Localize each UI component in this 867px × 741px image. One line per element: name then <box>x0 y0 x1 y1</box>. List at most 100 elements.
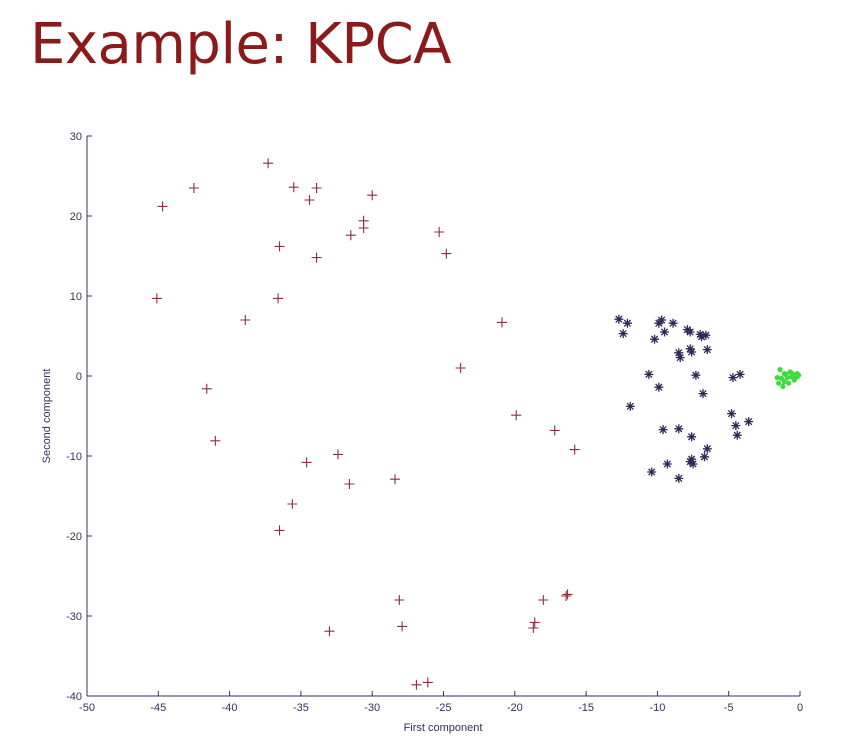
star-point <box>735 369 745 379</box>
x-tick-label: -45 <box>150 702 166 714</box>
star-point <box>662 459 672 469</box>
dot-point <box>785 380 792 386</box>
star-point <box>728 373 738 383</box>
x-tick-label: -10 <box>649 702 665 714</box>
dot-point <box>776 380 782 386</box>
plus-point <box>358 223 369 233</box>
star-point <box>647 467 657 477</box>
star-point <box>702 345 712 355</box>
star-point <box>650 334 660 344</box>
y-tick-label: 20 <box>70 211 82 223</box>
star-point <box>622 318 632 328</box>
star-point <box>675 353 685 363</box>
star-point <box>698 389 708 399</box>
star-point <box>685 327 695 337</box>
y-axis-ticks: -40 -30 -20 -10 0 10 20 30 <box>66 131 92 703</box>
star-point <box>701 330 711 340</box>
plus-point <box>188 183 199 193</box>
star-point <box>658 425 668 435</box>
star-point <box>668 318 678 328</box>
dot-point <box>777 367 783 373</box>
plus-point <box>311 252 322 263</box>
star-point <box>654 382 664 392</box>
plus-point <box>201 383 212 394</box>
plus-point <box>441 248 452 259</box>
star-point <box>657 315 667 325</box>
plus-point <box>287 499 298 509</box>
plus-point <box>240 315 251 325</box>
plus-point <box>344 479 355 489</box>
star-point <box>618 329 628 339</box>
star-point <box>702 444 712 454</box>
y-tick-label: 30 <box>70 131 82 143</box>
x-tick-label: -50 <box>79 702 95 714</box>
plus-point <box>390 474 401 485</box>
x-tick-label: -5 <box>724 702 734 714</box>
x-tick-label: -15 <box>578 702 594 714</box>
y-tick-label: 0 <box>76 371 82 383</box>
plus-point <box>332 449 343 460</box>
plus-point <box>561 591 572 601</box>
dot-point <box>783 371 789 377</box>
plot-area-frame <box>87 136 800 696</box>
plus-point <box>528 623 539 633</box>
plus-point <box>274 241 285 252</box>
star-point <box>674 348 684 358</box>
x-tick-label: -30 <box>364 702 380 714</box>
plus-point <box>394 595 405 605</box>
plus-point <box>288 182 299 193</box>
plus-point <box>562 589 573 600</box>
y-tick-label: -30 <box>66 611 82 623</box>
x-tick-label: -20 <box>507 702 523 714</box>
star-point <box>744 417 754 427</box>
plus-point <box>304 195 315 205</box>
star-point <box>674 473 684 483</box>
plus-point <box>301 457 312 468</box>
star-point <box>614 314 624 324</box>
y-tick-label: 10 <box>70 291 82 303</box>
dot-point <box>794 371 800 377</box>
plus-point <box>397 621 408 632</box>
star-point <box>695 329 705 339</box>
plus-point <box>157 201 168 212</box>
plus-point <box>511 410 522 421</box>
plus-point <box>345 230 356 241</box>
star-point <box>674 424 684 434</box>
data-points <box>151 158 802 690</box>
plus-point <box>151 293 162 304</box>
x-tick-label: -40 <box>222 702 238 714</box>
slide-title: Example: KPCA <box>30 12 452 77</box>
x-axis-ticks: -50 -45 -40 -35 -30 -25 -20 -15 -10 -5 0 <box>79 691 803 714</box>
x-tick-label: 0 <box>797 702 803 714</box>
star-point <box>644 369 654 379</box>
dot-point <box>774 375 780 381</box>
plus-point <box>422 677 433 688</box>
dot-point <box>781 379 787 385</box>
dot-point <box>780 383 786 389</box>
y-tick-label: -40 <box>66 691 82 703</box>
star-point <box>685 344 695 354</box>
star-point <box>731 421 741 431</box>
star-point <box>727 409 737 419</box>
plus-point <box>273 293 284 304</box>
plus-point <box>367 190 378 201</box>
x-tick-label: -35 <box>293 702 309 714</box>
y-tick-label: -10 <box>66 451 82 463</box>
plus-point <box>274 525 285 536</box>
plus-point <box>311 183 322 193</box>
x-tick-label: -25 <box>436 702 452 714</box>
plus-point <box>434 227 445 237</box>
plus-point <box>263 158 274 169</box>
star-point <box>691 370 701 380</box>
y-axis-label: Second component <box>41 369 53 464</box>
plus-point <box>496 317 507 328</box>
y-tick-label: -20 <box>66 531 82 543</box>
star-point <box>687 454 697 464</box>
x-axis-label: First component <box>404 722 483 734</box>
plus-point <box>549 425 560 436</box>
plus-point <box>569 444 580 455</box>
plus-point <box>210 435 221 446</box>
dot-point <box>788 370 795 376</box>
plus-point <box>324 626 335 637</box>
